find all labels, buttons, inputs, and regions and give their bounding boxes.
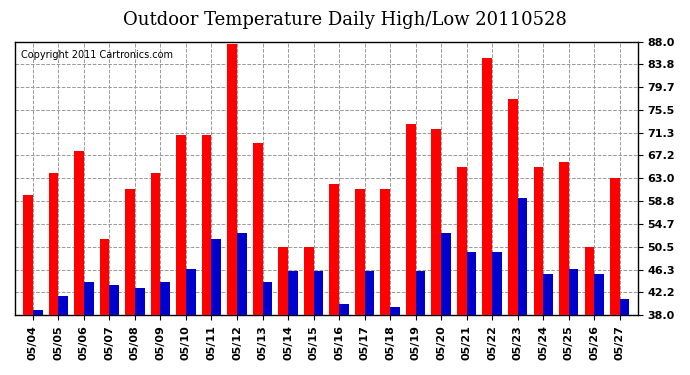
Bar [441,233,451,315]
Bar [59,296,68,315]
Bar [431,129,441,315]
Bar [406,124,415,315]
Bar [150,173,161,315]
Bar [339,304,348,315]
Bar [533,168,543,315]
Bar [559,162,569,315]
Bar [569,269,578,315]
Bar [620,299,629,315]
Bar [100,238,110,315]
Bar [253,143,262,315]
Bar [482,58,492,315]
Bar [543,274,553,315]
Bar [110,285,119,315]
Bar [594,274,604,315]
Bar [186,269,196,315]
Bar [126,189,135,315]
Bar [262,282,273,315]
Bar [329,184,339,315]
Bar [75,151,84,315]
Bar [201,135,212,315]
Bar [466,252,476,315]
Bar [304,247,313,315]
Bar [390,307,400,315]
Bar [584,247,594,315]
Bar [380,189,390,315]
Bar [288,272,298,315]
Bar [415,272,425,315]
Bar [457,168,466,315]
Bar [227,44,237,315]
Bar [135,288,145,315]
Bar [278,247,288,315]
Bar [161,282,170,315]
Bar [364,272,374,315]
Bar [492,252,502,315]
Bar [84,282,94,315]
Bar [355,189,364,315]
Bar [237,233,247,315]
Text: Outdoor Temperature Daily High/Low 20110528: Outdoor Temperature Daily High/Low 20110… [123,11,567,29]
Bar [49,173,59,315]
Bar [33,310,43,315]
Text: Copyright 2011 Cartronics.com: Copyright 2011 Cartronics.com [21,50,173,60]
Bar [518,198,527,315]
Bar [610,178,620,315]
Bar [23,195,33,315]
Bar [313,272,323,315]
Bar [508,99,518,315]
Bar [176,135,186,315]
Bar [212,238,221,315]
